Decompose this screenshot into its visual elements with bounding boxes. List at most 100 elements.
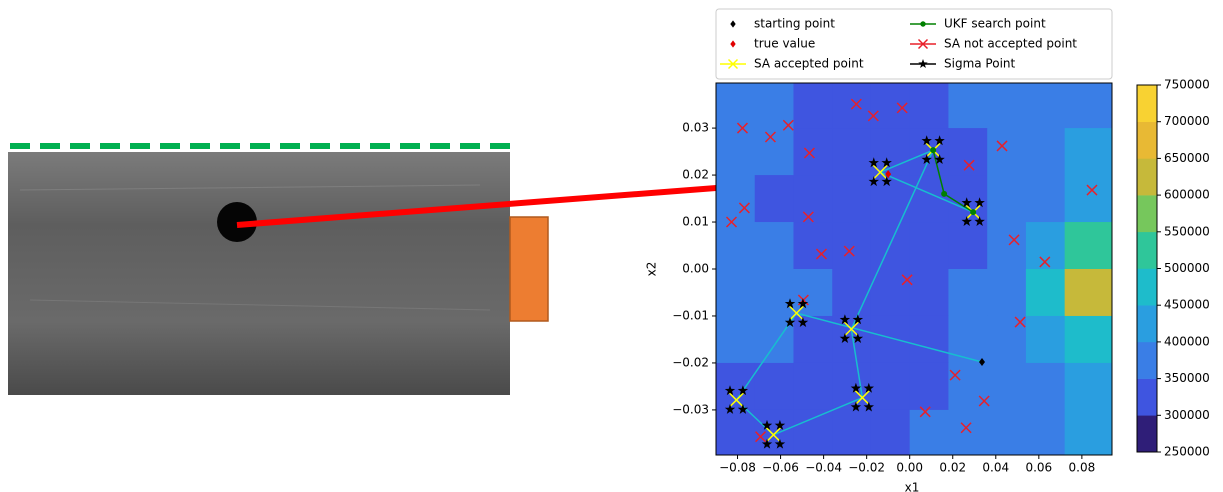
- contour-cell: [987, 83, 1027, 129]
- star-marker: [761, 438, 773, 449]
- x-marker: [843, 245, 855, 257]
- x-tick-label: 0.06: [1025, 461, 1052, 475]
- x-tick-label: −0.02: [848, 461, 885, 475]
- legend-label: starting point: [754, 17, 835, 31]
- x-marker: [854, 390, 870, 406]
- contour-cell: [793, 128, 833, 176]
- contour-cell: [1025, 315, 1066, 364]
- contour-cell: [948, 269, 988, 317]
- x-stroke: [788, 305, 805, 321]
- contour-cell: [754, 128, 794, 176]
- y-tick-label: −0.03: [672, 402, 709, 416]
- contour-cell: [1064, 409, 1113, 456]
- plot: [716, 83, 1113, 456]
- star-marker: [961, 216, 972, 226]
- contour-cell: [1025, 409, 1066, 456]
- colorbar-band: [1137, 341, 1157, 379]
- x-stroke: [738, 202, 750, 214]
- x-stroke: [815, 248, 827, 260]
- x-stroke: [901, 274, 913, 286]
- x-marker: [1086, 184, 1098, 196]
- y-tick-label: 0.01: [682, 215, 709, 229]
- x-tick-label: −0.04: [805, 461, 842, 475]
- contour-cell: [754, 83, 794, 129]
- plate: [8, 152, 510, 395]
- x-stroke: [736, 122, 749, 134]
- colorbar-band: [1137, 195, 1157, 233]
- y-axis-label: x2: [645, 262, 659, 277]
- contour-cell: [987, 362, 1027, 411]
- y-tick-label: −0.02: [672, 355, 709, 369]
- x-marker: [872, 164, 888, 180]
- contour-cell: [793, 362, 833, 411]
- x-stroke: [728, 392, 744, 408]
- contour-cell: [832, 222, 872, 270]
- x-stroke: [867, 110, 879, 122]
- scratch: [19, 184, 481, 191]
- y-tick-label: 0.00: [682, 262, 709, 276]
- contour-cell: [716, 175, 756, 223]
- x-stroke: [996, 140, 1008, 152]
- star-marker: [934, 135, 945, 146]
- contour-cell: [987, 409, 1027, 456]
- x-tick-label: 0.00: [896, 461, 923, 475]
- contour-cell: [754, 362, 794, 411]
- contour-cell: [1025, 269, 1066, 317]
- x-stroke: [850, 98, 862, 110]
- star-marker: [921, 154, 932, 164]
- colorbar-band: [1137, 268, 1157, 306]
- colorbar-tick-label: 250000: [1164, 445, 1210, 459]
- x-marker: [963, 159, 975, 171]
- star-marker: [852, 333, 864, 343]
- contour-cell: [754, 175, 794, 223]
- contour-cell: [793, 83, 833, 129]
- x-stroke: [755, 431, 767, 443]
- contour-cell: [870, 409, 911, 456]
- x-stroke: [1039, 256, 1051, 268]
- x-tick-label: 0.08: [1069, 461, 1096, 475]
- contour-cell: [987, 315, 1027, 364]
- x-marker: [802, 211, 814, 223]
- x-marker: [1039, 256, 1051, 268]
- contour-cell: [716, 128, 756, 176]
- dot-marker: [920, 21, 926, 27]
- x-stroke: [1014, 316, 1026, 328]
- contour-cell: [793, 315, 833, 364]
- contour-cell: [948, 83, 988, 129]
- contour-cell: [832, 269, 872, 317]
- y-tick-label: −0.01: [672, 308, 709, 322]
- star-marker: [774, 419, 786, 430]
- contour-cell: [909, 362, 949, 411]
- contour-cell: [1025, 362, 1066, 411]
- scratch: [29, 299, 491, 311]
- x-stroke: [854, 390, 870, 406]
- x-stroke: [727, 58, 739, 70]
- star-marker: [850, 382, 862, 393]
- colorbar-tick-label: 600000: [1164, 188, 1210, 202]
- contour-cell: [793, 222, 833, 270]
- contour-cell: [948, 175, 988, 223]
- contour-cell: [948, 362, 988, 411]
- diamond-marker: [885, 170, 892, 179]
- contour-cell: [716, 222, 756, 270]
- star-marker: [921, 135, 932, 146]
- x-marker: [803, 147, 815, 159]
- contour-cell: [832, 128, 872, 176]
- contour-cell: [948, 128, 988, 176]
- dot-marker: [941, 190, 948, 197]
- star-marker: [724, 403, 736, 414]
- star-marker: [850, 401, 862, 412]
- colorbar-band: [1137, 121, 1157, 159]
- x-stroke: [802, 211, 814, 223]
- diamond-marker: [979, 358, 986, 366]
- contour-cell: [1064, 362, 1113, 411]
- x-stroke: [843, 245, 855, 257]
- x-marker: [725, 216, 738, 228]
- star-marker: [774, 438, 786, 449]
- contour-cell: [948, 315, 988, 364]
- x-marker: [727, 58, 739, 70]
- colorbar-band: [1137, 85, 1157, 122]
- contour-cell: [948, 222, 988, 270]
- contour-cell: [870, 222, 911, 270]
- star-marker: [839, 333, 851, 343]
